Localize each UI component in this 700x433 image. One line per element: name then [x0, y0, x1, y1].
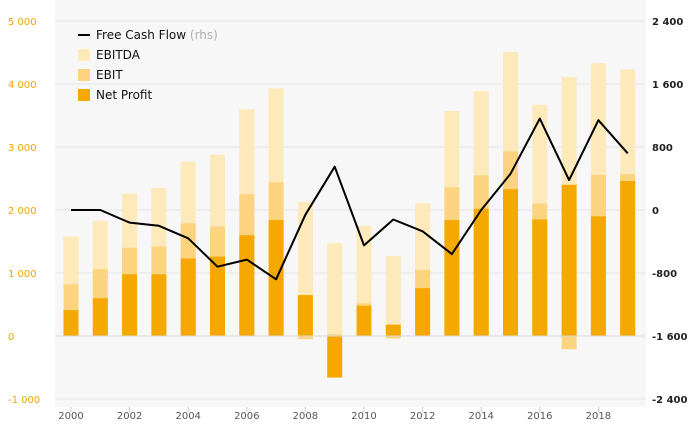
- right-tick-label: 2 400: [652, 17, 683, 28]
- bar-net-profit: [532, 219, 548, 336]
- legend-label-ebitda: EBITDA: [96, 48, 141, 62]
- left-tick-label: 0: [8, 332, 14, 343]
- bar-net-profit: [444, 220, 460, 336]
- legend-label-free-cash-flow: Free Cash Flow (rhs): [96, 28, 218, 42]
- bar-net-profit: [297, 295, 313, 336]
- legend-swatch-ebitda: [78, 49, 90, 61]
- x-tick-label: 2012: [410, 411, 435, 422]
- x-tick-label: 2016: [527, 411, 552, 422]
- right-tick-label: -2 400: [652, 395, 688, 406]
- bar-net-profit: [385, 324, 401, 336]
- bar-net-profit: [503, 189, 518, 336]
- bar-net-profit: [327, 336, 343, 378]
- right-tick-label: 1 600: [652, 80, 683, 91]
- line-layer: [71, 117, 629, 281]
- bar-net-profit: [180, 258, 196, 336]
- right-axis: -2 400 -1 600 -800 0 800 1 600 2 400: [652, 17, 688, 406]
- bar-ebit: [561, 336, 577, 350]
- bar-ebitda: [327, 243, 343, 336]
- legend-swatch-net-profit: [78, 89, 90, 101]
- left-tick-label: 1 000: [8, 269, 37, 280]
- line-free-cash-flow: [71, 117, 629, 281]
- bar-ebit: [327, 334, 343, 336]
- bar-net-profit: [590, 216, 606, 336]
- left-tick-label: 3 000: [8, 143, 37, 154]
- x-tick-label: 2000: [58, 411, 83, 422]
- legend-swatch-ebit: [78, 69, 90, 81]
- legend-label-ebit: EBIT: [96, 68, 123, 82]
- x-tick-label: 2002: [117, 411, 142, 422]
- bar-net-profit: [151, 274, 167, 336]
- bar-net-profit: [356, 305, 372, 336]
- bar-net-profit: [122, 274, 138, 336]
- x-axis: 2000 2002 2004 2006 2008 2010 2012 2014 2016 2018: [58, 407, 611, 422]
- bar-net-profit: [92, 298, 108, 336]
- left-tick-label: -1 000: [8, 395, 40, 406]
- bar-net-profit: [415, 288, 431, 336]
- bar-net-profit: [561, 184, 577, 336]
- left-tick-label: 5 000: [8, 17, 37, 28]
- right-tick-label: -800: [652, 269, 677, 280]
- x-tick-label: 2018: [586, 411, 611, 422]
- bar-net-profit: [620, 181, 636, 336]
- bars: [63, 51, 636, 378]
- right-tick-label: -1 600: [652, 332, 688, 343]
- bar-net-profit: [210, 256, 225, 336]
- bar-ebit: [385, 336, 401, 339]
- bar-ebit: [297, 336, 313, 340]
- x-tick-label: 2006: [234, 411, 259, 422]
- left-tick-label: 2 000: [8, 206, 37, 217]
- bar-net-profit: [473, 208, 489, 336]
- legend-suffix: (rhs): [186, 28, 218, 42]
- plot-background: [55, 0, 646, 407]
- x-tick-label: 2004: [175, 411, 200, 422]
- bar-net-profit: [63, 310, 79, 336]
- right-tick-label: 800: [652, 143, 673, 154]
- x-tick-label: 2008: [293, 411, 318, 422]
- legend: Free Cash Flow (rhs) EBITDA EBIT Net Profit: [78, 28, 218, 102]
- bar-net-profit: [239, 235, 255, 336]
- left-axis: -1 000 0 1 000 2 000 3 000 4 000 5 000: [8, 17, 40, 406]
- x-tick-label: 2010: [351, 411, 376, 422]
- left-tick-label: 4 000: [8, 80, 37, 91]
- legend-label-net-profit: Net Profit: [96, 88, 152, 102]
- x-tick-label: 2014: [468, 411, 493, 422]
- bar-ebitda: [385, 255, 401, 336]
- right-tick-label: 0: [652, 206, 659, 217]
